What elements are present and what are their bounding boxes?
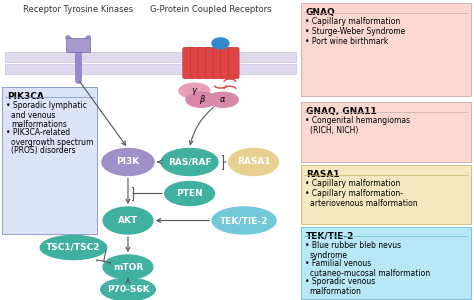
Text: GNAQ, GNA11: GNAQ, GNA11 <box>306 107 376 116</box>
Text: γ: γ <box>192 86 197 95</box>
Ellipse shape <box>186 92 217 107</box>
FancyBboxPatch shape <box>301 165 471 224</box>
Ellipse shape <box>103 207 153 234</box>
FancyBboxPatch shape <box>2 87 97 234</box>
Ellipse shape <box>228 148 279 176</box>
Text: (RICH, NICH): (RICH, NICH) <box>310 126 358 135</box>
Text: • Familial venous: • Familial venous <box>305 259 371 268</box>
Text: PTEN: PTEN <box>176 189 203 198</box>
Text: arteriovenous malformation: arteriovenous malformation <box>310 199 417 208</box>
Text: TEK/TIE-2: TEK/TIE-2 <box>306 232 354 241</box>
FancyBboxPatch shape <box>198 47 209 79</box>
Text: RASA1: RASA1 <box>237 158 270 166</box>
Ellipse shape <box>165 182 214 206</box>
Text: PI3K: PI3K <box>116 158 140 166</box>
Circle shape <box>212 38 229 49</box>
Text: malformations: malformations <box>11 120 67 129</box>
Text: overgrowth spectrum: overgrowth spectrum <box>11 138 93 147</box>
Text: syndrome: syndrome <box>310 251 347 260</box>
Text: • Capillary malformation: • Capillary malformation <box>305 179 400 188</box>
Text: TSC1/TSC2: TSC1/TSC2 <box>46 243 100 252</box>
Text: • Blue rubber bleb nevus: • Blue rubber bleb nevus <box>305 241 401 250</box>
Text: • Sturge-Weber Syndrome: • Sturge-Weber Syndrome <box>305 27 405 36</box>
Ellipse shape <box>103 255 153 279</box>
Text: α: α <box>220 95 226 104</box>
FancyBboxPatch shape <box>182 47 194 79</box>
FancyBboxPatch shape <box>213 47 224 79</box>
Text: G-Protein Coupled Receptors: G-Protein Coupled Receptors <box>150 4 272 14</box>
Text: AKT: AKT <box>118 216 138 225</box>
FancyBboxPatch shape <box>301 3 471 96</box>
Ellipse shape <box>40 236 107 260</box>
Text: β: β <box>199 95 204 104</box>
Text: RAS/RAF: RAS/RAF <box>168 158 211 166</box>
Ellipse shape <box>100 278 155 300</box>
FancyBboxPatch shape <box>228 47 239 79</box>
Text: GNAQ: GNAQ <box>306 8 336 17</box>
FancyBboxPatch shape <box>205 47 216 79</box>
Text: • Sporadic lymphatic: • Sporadic lymphatic <box>6 101 87 110</box>
FancyBboxPatch shape <box>221 47 232 79</box>
Text: RASA1: RASA1 <box>306 170 339 179</box>
FancyBboxPatch shape <box>301 226 471 298</box>
FancyBboxPatch shape <box>5 52 296 62</box>
Text: • Capillary malformation: • Capillary malformation <box>305 17 400 26</box>
Text: • PIK3CA-related: • PIK3CA-related <box>6 128 70 137</box>
Text: • Sporadic venous: • Sporadic venous <box>305 278 375 286</box>
Text: • Congenital hemangiomas: • Congenital hemangiomas <box>305 116 410 125</box>
FancyBboxPatch shape <box>66 38 90 52</box>
Ellipse shape <box>161 148 218 176</box>
Text: mTOR: mTOR <box>113 262 143 272</box>
Text: Receptor Tyrosine Kinases: Receptor Tyrosine Kinases <box>23 4 133 14</box>
Text: TEK/TIE-2: TEK/TIE-2 <box>220 216 268 225</box>
Text: (PROS) disorders: (PROS) disorders <box>11 146 75 155</box>
Text: • Capillary malformation-: • Capillary malformation- <box>305 189 403 198</box>
Ellipse shape <box>207 92 238 107</box>
Ellipse shape <box>212 207 276 234</box>
FancyBboxPatch shape <box>5 64 296 74</box>
Text: cutaneo-mucosal malformation: cutaneo-mucosal malformation <box>310 269 429 278</box>
Text: P70-S6K: P70-S6K <box>107 285 149 294</box>
Ellipse shape <box>179 83 210 98</box>
FancyBboxPatch shape <box>190 47 201 79</box>
Ellipse shape <box>102 148 154 176</box>
Text: PIK3CA: PIK3CA <box>7 92 44 101</box>
Text: • Port wine birthmark: • Port wine birthmark <box>305 37 388 46</box>
Text: malformation: malformation <box>310 287 361 296</box>
FancyBboxPatch shape <box>301 102 471 162</box>
Text: and venous: and venous <box>11 111 55 120</box>
